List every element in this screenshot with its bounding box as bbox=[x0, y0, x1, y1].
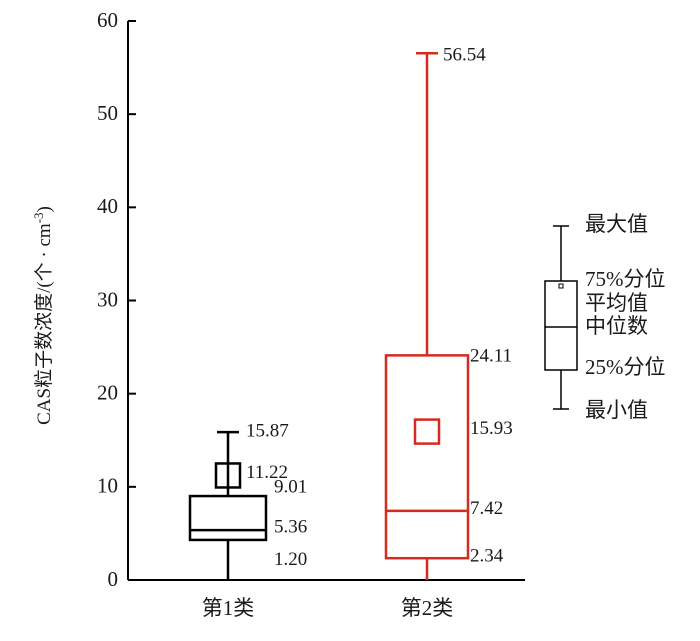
legend-box bbox=[544, 280, 578, 371]
mean-marker bbox=[413, 418, 441, 445]
y-tick-label: 20 bbox=[97, 380, 118, 404]
legend-item-label: 25%分位 bbox=[585, 355, 666, 379]
median-value-label: 5.36 bbox=[274, 516, 307, 537]
box-1: 15.87 11.229.01 5.36 1.20 bbox=[188, 421, 307, 580]
legend-item-label: 中位数 bbox=[585, 314, 648, 338]
min-value-label: 2.34 bbox=[470, 546, 504, 567]
y-tick-label: 0 bbox=[108, 567, 119, 591]
y-tick-label: 30 bbox=[97, 287, 118, 311]
y-tick-label: 60 bbox=[97, 8, 118, 32]
box-2: 56.54 24.11 15.93 7.42 2.34 bbox=[384, 45, 513, 580]
legend-mean-marker bbox=[558, 283, 564, 289]
mean-value-label: 11.22 bbox=[246, 462, 288, 483]
legend-item-label: 最小值 bbox=[585, 398, 648, 422]
iqr-box bbox=[384, 354, 470, 560]
legend-item-label: 最大值 bbox=[585, 212, 648, 236]
y-tick-label: 50 bbox=[97, 101, 118, 125]
max-value-label: 56.54 bbox=[443, 45, 486, 66]
median-value-label: 7.42 bbox=[470, 498, 503, 519]
y-tick-label: 40 bbox=[97, 194, 118, 218]
q3-value-label: 24.11 bbox=[470, 346, 512, 367]
mean-value-label: 15.93 bbox=[470, 418, 513, 439]
legend-item-label: 平均值 bbox=[585, 291, 648, 315]
y-tick-label: 10 bbox=[97, 474, 118, 498]
mean-marker bbox=[214, 462, 242, 489]
legend-item-label: 75%分位 bbox=[585, 267, 666, 291]
q3-value-label: 9.01 bbox=[274, 476, 307, 497]
min-value-label: 1.20 bbox=[274, 549, 307, 570]
max-value-label: 15.87 bbox=[246, 421, 289, 442]
boxes-group: 15.87 11.229.01 5.36 1.20 56.54 24.11 15.93 7.4… bbox=[188, 45, 513, 580]
axes-group: 0 10 20 30 40 50 60 CAS粒子数浓度/(个 · cm-3) 第1类 第2类 bbox=[31, 8, 525, 620]
iqr-box bbox=[188, 494, 268, 542]
x-category-label: 第1类 bbox=[202, 596, 255, 620]
y-axis-label: CAS粒子数浓度/(个 · cm-3) bbox=[31, 206, 56, 425]
x-category-label: 第2类 bbox=[401, 596, 454, 620]
